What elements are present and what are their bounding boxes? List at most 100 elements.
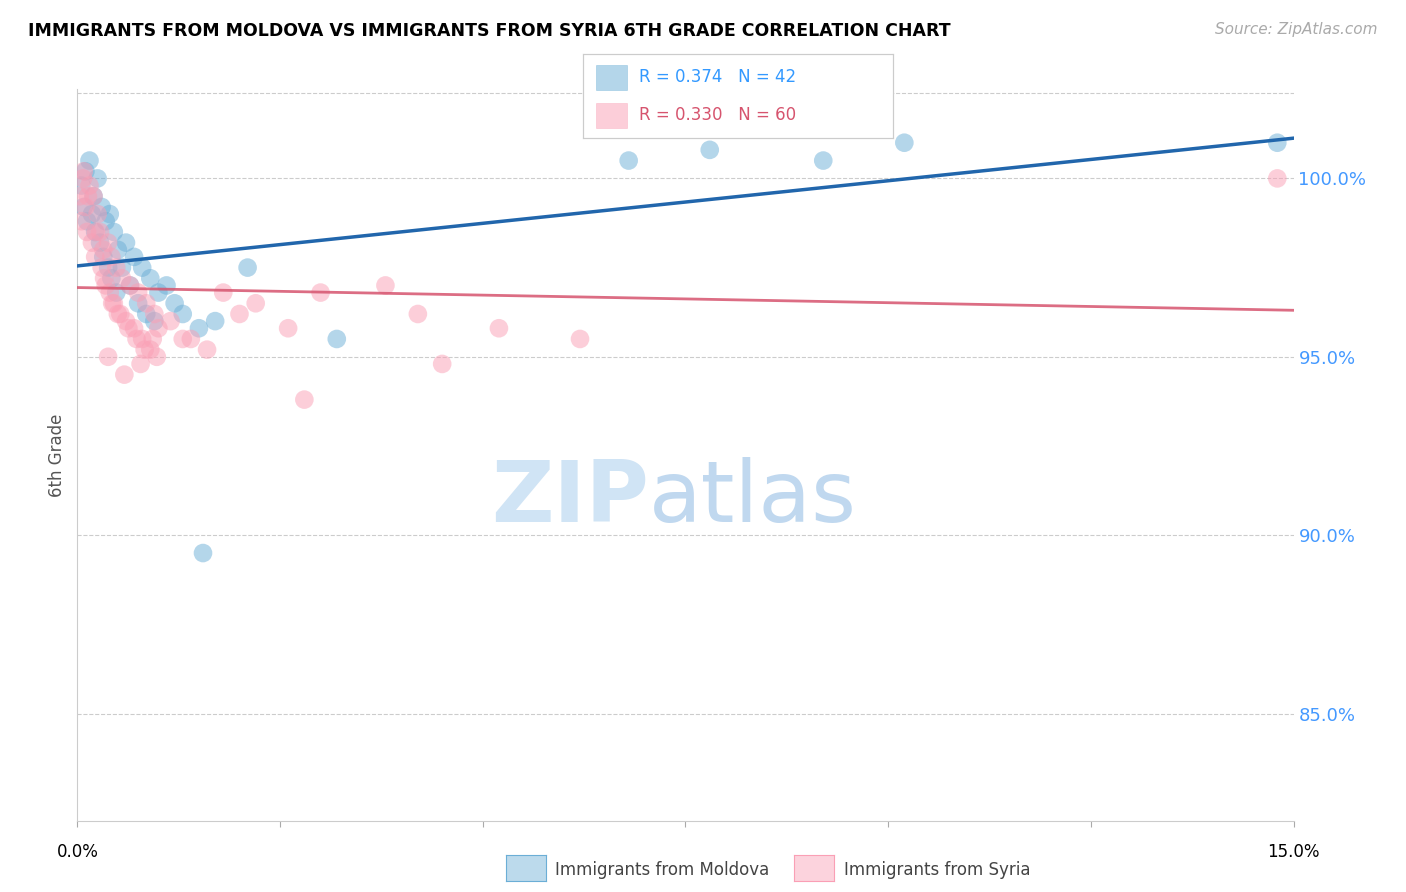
Point: [86, 207, 108, 221]
Point: [103, 296, 125, 310]
Point: [90, 200, 112, 214]
Point: [111, 271, 134, 285]
Point: [94, 214, 117, 228]
Point: [191, 546, 214, 560]
Point: [97, 235, 120, 250]
Point: [131, 260, 153, 275]
Point: [195, 343, 218, 357]
Point: [159, 314, 181, 328]
Text: Immigrants from Moldova: Immigrants from Moldova: [555, 861, 769, 879]
Point: [155, 278, 177, 293]
Point: [172, 307, 194, 321]
Point: [91, 250, 114, 264]
Point: [115, 314, 138, 328]
Point: [139, 343, 162, 357]
Point: [75, 164, 97, 178]
Point: [309, 285, 332, 300]
Y-axis label: 6th Grade: 6th Grade: [48, 413, 66, 497]
Point: [101, 296, 124, 310]
Point: [127, 285, 149, 300]
Text: Source: ZipAtlas.com: Source: ZipAtlas.com: [1215, 22, 1378, 37]
Point: [89, 235, 111, 250]
Point: [107, 243, 129, 257]
Point: [89, 225, 111, 239]
Point: [103, 225, 125, 239]
Point: [142, 332, 165, 346]
Point: [105, 285, 128, 300]
Point: [129, 357, 152, 371]
Point: [699, 143, 721, 157]
Point: [107, 307, 129, 321]
Point: [72, 171, 94, 186]
Point: [76, 189, 98, 203]
Text: R = 0.374   N = 42: R = 0.374 N = 42: [640, 69, 796, 87]
Point: [488, 321, 510, 335]
Point: [135, 296, 157, 310]
Point: [122, 321, 145, 335]
Point: [277, 321, 299, 335]
Point: [118, 278, 141, 293]
Point: [111, 260, 134, 275]
Point: [143, 307, 166, 321]
Point: [188, 321, 211, 335]
Point: [139, 271, 162, 285]
Point: [112, 368, 135, 382]
Point: [204, 314, 226, 328]
Text: R = 0.330   N = 60: R = 0.330 N = 60: [640, 106, 796, 124]
Point: [73, 200, 96, 214]
Point: [893, 136, 915, 150]
Point: [97, 350, 120, 364]
Point: [110, 307, 132, 321]
Point: [98, 207, 121, 221]
Text: Immigrants from Syria: Immigrants from Syria: [844, 861, 1031, 879]
Point: [406, 307, 429, 321]
Point: [617, 153, 640, 168]
Text: IMMIGRANTS FROM MOLDOVA VS IMMIGRANTS FROM SYRIA 6TH GRADE CORRELATION CHART: IMMIGRANTS FROM MOLDOVA VS IMMIGRANTS FR…: [28, 22, 950, 40]
Point: [80, 235, 103, 250]
Point: [143, 314, 166, 328]
Point: [69, 189, 91, 203]
Point: [245, 296, 267, 310]
Point: [118, 278, 141, 293]
Point: [100, 250, 122, 264]
Point: [80, 207, 103, 221]
Point: [148, 321, 170, 335]
Text: 0.0%: 0.0%: [56, 843, 98, 861]
Point: [146, 350, 169, 364]
Text: atlas: atlas: [650, 458, 856, 541]
FancyBboxPatch shape: [596, 103, 627, 128]
Point: [180, 332, 202, 346]
Point: [432, 357, 454, 371]
Point: [73, 164, 96, 178]
Point: [148, 285, 170, 300]
Point: [1265, 136, 1288, 150]
Point: [75, 200, 97, 214]
Point: [76, 225, 98, 239]
Point: [1265, 171, 1288, 186]
Point: [100, 271, 122, 285]
Point: [374, 278, 396, 293]
Point: [134, 343, 156, 357]
Point: [84, 225, 107, 239]
Point: [70, 214, 93, 228]
Point: [135, 307, 157, 321]
Point: [105, 260, 128, 275]
Point: [98, 285, 121, 300]
Point: [84, 225, 107, 239]
Point: [122, 250, 145, 264]
Point: [83, 189, 105, 203]
Point: [86, 171, 108, 186]
Point: [131, 332, 153, 346]
Point: [292, 392, 315, 407]
Point: [212, 285, 235, 300]
Point: [70, 178, 93, 193]
Point: [79, 178, 101, 193]
Point: [97, 260, 120, 275]
Point: [90, 260, 112, 275]
Point: [91, 243, 114, 257]
Text: ZIP: ZIP: [491, 458, 650, 541]
Point: [93, 271, 115, 285]
Point: [163, 296, 186, 310]
Point: [84, 250, 107, 264]
Point: [79, 153, 101, 168]
